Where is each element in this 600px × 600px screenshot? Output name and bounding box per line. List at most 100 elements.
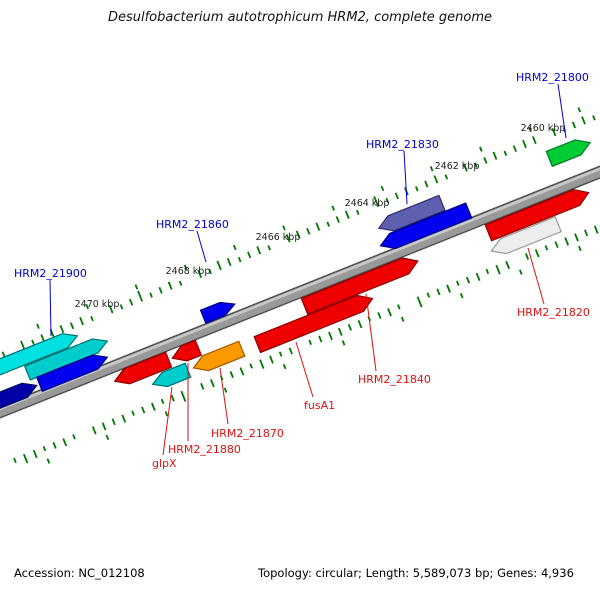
label-leader-line	[49, 279, 52, 337]
gene-label-HRM2_21860: HRM2_21860	[156, 218, 229, 231]
tick-mark	[415, 186, 419, 192]
tick-mark	[167, 281, 173, 290]
tick-mark	[239, 367, 245, 376]
tick-mark	[233, 244, 237, 251]
tick-mark	[456, 280, 460, 286]
tick-mark	[444, 174, 449, 180]
tick-mark	[512, 145, 517, 153]
ruler-label: 2470 kbp	[75, 299, 120, 310]
gene-arrow-glpX[interactable]	[150, 362, 192, 391]
label-leader-line	[527, 247, 545, 305]
label-leader-line	[403, 150, 408, 205]
gene-label-HRM2_21820: HRM2_21820	[517, 306, 590, 319]
tick-mark	[180, 390, 187, 402]
tick-mark	[183, 264, 188, 270]
tick-mark	[578, 245, 582, 252]
tick-mark	[505, 260, 510, 270]
tick-mark	[387, 308, 392, 317]
tick-mark	[373, 196, 380, 208]
tick-mark	[534, 249, 540, 258]
tick-mark	[23, 453, 29, 464]
tick-mark	[131, 410, 135, 416]
tick-mark	[337, 327, 343, 336]
tick-mark	[459, 293, 464, 299]
gene-label-HRM2_21830: HRM2_21830	[366, 138, 439, 151]
gene-arrow-HRM2_21860[interactable]	[199, 298, 238, 325]
tick-mark	[426, 292, 431, 298]
tick-mark	[141, 406, 146, 414]
tick-mark	[385, 197, 390, 204]
label-leader-line	[557, 83, 567, 139]
genome-title: Desulfobacterium autotrophicum HRM2, com…	[107, 10, 493, 25]
tick-mark	[574, 233, 579, 242]
gene-arrow-HRM2_21900[interactable]	[0, 329, 80, 378]
gene-arrow-gene-navy-1[interactable]	[0, 378, 40, 414]
tick-mark	[69, 322, 75, 330]
gene-arrow-HRM2_21880[interactable]	[169, 339, 203, 365]
tick-mark	[554, 241, 559, 249]
gene-arrow-fusA1[interactable]	[253, 291, 375, 354]
tick-mark	[62, 438, 68, 447]
tick-mark	[36, 323, 40, 329]
tick-mark	[474, 162, 478, 168]
tick-mark	[72, 434, 76, 440]
tick-mark	[485, 268, 490, 275]
gene-arrow-HRM2_21820[interactable]	[488, 216, 562, 259]
tick-mark	[59, 325, 65, 334]
tick-mark	[524, 253, 530, 260]
tick-mark	[592, 115, 596, 121]
tick-mark	[210, 379, 215, 388]
tick-mark	[492, 151, 498, 160]
ruler-label: 2460 kbp	[521, 123, 566, 134]
gene-label-HRM2_21870: HRM2_21870	[211, 427, 284, 440]
tick-mark	[216, 260, 222, 271]
gene-arrow-gene-red-2[interactable]	[112, 351, 173, 388]
gene-arrow-gene-cyan-2[interactable]	[23, 334, 110, 381]
gene-arrow-gene-red-1[interactable]	[484, 185, 592, 242]
status-topology-length-genes: Topology: circular; Length: 5,589,073 bp…	[258, 566, 574, 580]
tick-mark	[90, 315, 94, 322]
gene-label-glpX: glpX	[152, 457, 177, 470]
tick-mark	[259, 359, 265, 369]
gene-arrow-HRM2_21830[interactable]	[376, 194, 446, 235]
gene-arrow-gene-blue-1[interactable]	[35, 350, 110, 393]
tick-mark	[380, 185, 385, 192]
tick-mark	[528, 126, 532, 133]
gene-label-HRM2_21800: HRM2_21800	[516, 71, 589, 84]
tick-mark	[551, 128, 557, 137]
tick-mark	[170, 394, 175, 402]
tick-mark	[121, 414, 127, 423]
tick-mark	[308, 339, 312, 345]
ruler-label: 2464 kbp	[345, 198, 390, 209]
tick-mark	[306, 227, 311, 235]
tick-mark	[200, 382, 205, 390]
tick-mark	[394, 192, 399, 200]
tick-mark	[479, 146, 483, 152]
backbone-highlight	[0, 151, 600, 422]
tick-mark	[483, 157, 488, 164]
tick-mark	[137, 290, 143, 302]
tick-mark	[429, 166, 434, 172]
tick-mark	[111, 418, 116, 426]
tick-mark	[335, 216, 340, 223]
tick-mark	[285, 234, 291, 243]
tick-mark	[400, 316, 405, 322]
ruler-label: 2468 kbp	[166, 266, 211, 277]
gene-arrow-gene-blue-2[interactable]	[378, 202, 473, 253]
tick-mark	[178, 280, 183, 286]
tick-mark	[532, 136, 537, 145]
tick-mark	[150, 402, 156, 411]
tick-mark	[377, 312, 382, 319]
gene-arrow-HRM2_21840[interactable]	[300, 253, 421, 316]
gene-label-HRM2_21880: HRM2_21880	[168, 443, 241, 456]
tick-mark	[357, 319, 363, 329]
gene-arrow-HRM2_21800[interactable]	[545, 135, 593, 168]
tick-mark	[581, 116, 586, 125]
tick-mark	[129, 298, 134, 306]
tick-mark	[226, 257, 232, 267]
tick-mark	[544, 245, 549, 251]
tick-mark	[475, 272, 481, 282]
gene-arrow-HRM2_21870[interactable]	[191, 340, 246, 375]
tick-mark	[519, 269, 523, 275]
